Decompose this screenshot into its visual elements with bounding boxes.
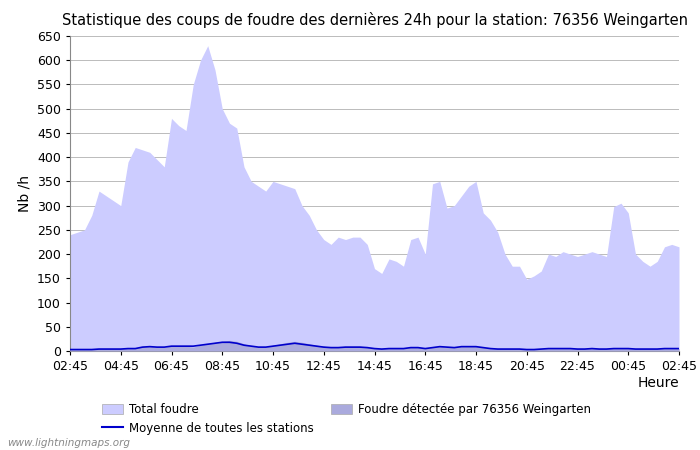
Y-axis label: Nb /h: Nb /h [18, 175, 32, 212]
Text: Heure: Heure [638, 376, 679, 390]
Text: www.lightningmaps.org: www.lightningmaps.org [7, 438, 130, 448]
Legend: Total foudre, Moyenne de toutes les stations, Foudre détectée par 76356 Weingart: Total foudre, Moyenne de toutes les stat… [97, 398, 596, 440]
Title: Statistique des coups de foudre des dernières 24h pour la station: 76356 Weingar: Statistique des coups de foudre des dern… [62, 12, 687, 28]
